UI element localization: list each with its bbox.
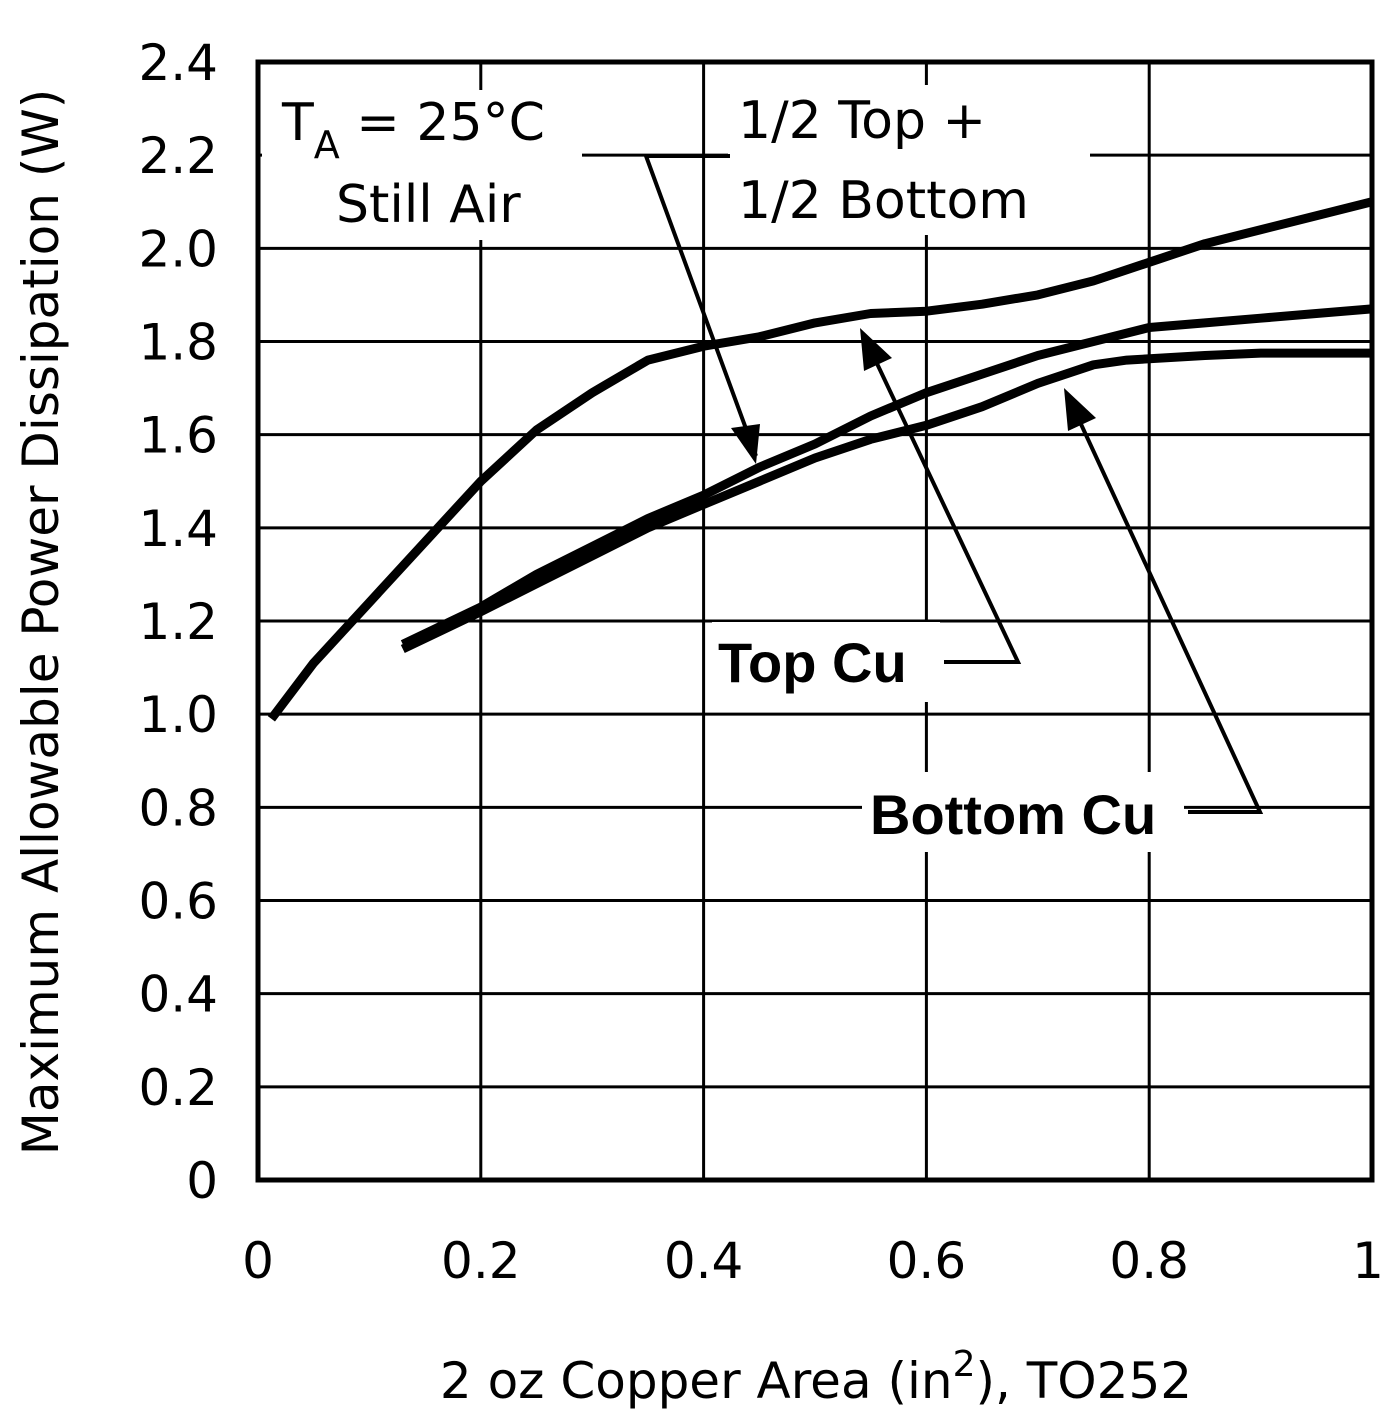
- half-label-line1: 1/2 Top +: [738, 91, 986, 151]
- series-line-1-2-top-1-2-bottom: [400, 304, 1373, 649]
- x-axis-title: 2 oz Copper Area (in2), TO252: [440, 1344, 1192, 1410]
- half-arrow-head: [731, 424, 760, 464]
- bottom-cu-label: Bottom Cu: [870, 783, 1156, 846]
- annotation-masks: [262, 85, 1184, 852]
- y-tick-label: 1.6: [138, 407, 218, 465]
- plot-border: [255, 59, 1375, 1183]
- condition-T: T: [281, 93, 314, 153]
- top-cu-label: Top Cu: [718, 631, 907, 694]
- y-tick-label: 1.4: [138, 500, 218, 558]
- condition-label: TA = 25°C: [281, 93, 545, 167]
- plot-frame: [255, 59, 1375, 1183]
- y-tick-label: 0.8: [138, 779, 218, 837]
- x-tick-label: 1: [1352, 1232, 1383, 1290]
- x-axis-title-suffix: ), TO252: [975, 1352, 1192, 1410]
- x-tick-label: 0: [242, 1232, 274, 1290]
- series: [267, 197, 1374, 722]
- y-tick-label: 1.0: [138, 686, 218, 744]
- y-tick-label: 2.2: [138, 127, 218, 185]
- condition-rest: = 25°C: [340, 93, 545, 153]
- condition-sub: A: [314, 123, 340, 167]
- x-tick-label: 0.2: [441, 1232, 521, 1290]
- annotation-leaders: [643, 154, 1264, 814]
- topcu-leader: [862, 335, 1022, 664]
- y-tick-label: 2.0: [138, 220, 218, 278]
- half-leader: [643, 154, 758, 457]
- topcu-arrow-head: [860, 328, 892, 371]
- y-tick-label: 0.4: [138, 966, 218, 1024]
- y-tick-label: 0.6: [138, 873, 218, 931]
- bottomcu-leader: [1066, 395, 1264, 814]
- x-axis-title-main: 2 oz Copper Area (in: [440, 1352, 953, 1410]
- y-axis-title: Maximum Allowable Power Dissipation (W): [12, 89, 70, 1156]
- series-line-top-cu: [267, 197, 1374, 722]
- series-line-bottom-cu: [400, 348, 1372, 654]
- y-tick-label: 1.8: [138, 314, 218, 372]
- y-tick-label: 1.2: [138, 593, 218, 651]
- y-tick-label: 0: [186, 1152, 218, 1210]
- tick-labels: 0 0.2 0.4 0.6 0.8 1.0 1.2 1.4 1.6 1.8 2.0 2.2 2.4 0 0.…: [138, 34, 1383, 1290]
- half-label-line2: 1/2 Bottom: [738, 171, 1029, 231]
- y-tick-label: 0.2: [138, 1059, 218, 1117]
- x-axis-title-sup: 2: [953, 1344, 976, 1385]
- bottomcu-arrow-head: [1064, 388, 1096, 431]
- still-air-label: Still Air: [336, 175, 521, 235]
- x-tick-label: 0.8: [1109, 1232, 1189, 1290]
- x-tick-label: 0.6: [887, 1232, 967, 1290]
- x-tick-label: 0.4: [664, 1232, 744, 1290]
- y-tick-label: 2.4: [138, 34, 218, 92]
